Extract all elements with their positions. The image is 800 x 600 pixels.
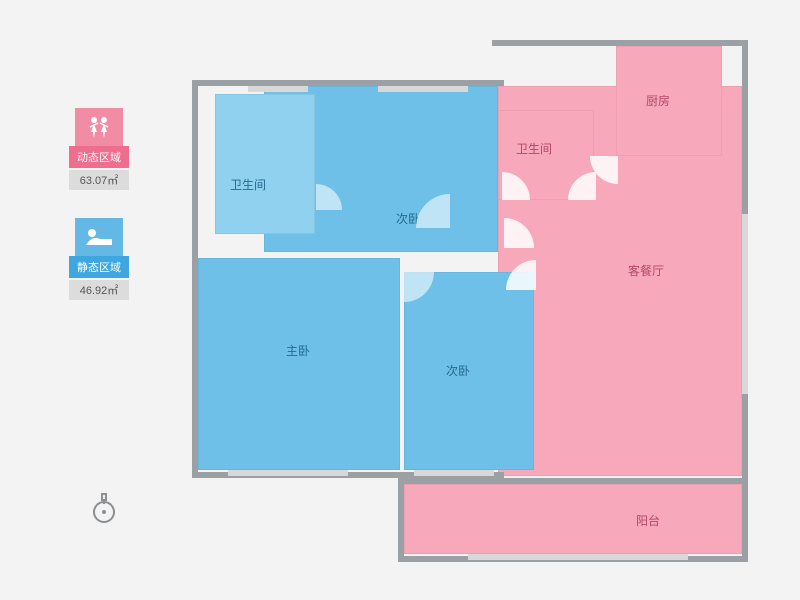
people-icon bbox=[75, 108, 123, 146]
compass-icon bbox=[90, 490, 118, 524]
room-balcony bbox=[404, 484, 742, 554]
window-mark-1 bbox=[414, 470, 494, 476]
room-kitchen bbox=[616, 46, 722, 156]
room-bath2 bbox=[498, 110, 594, 200]
legend-dynamic-value: 63.07㎡ bbox=[69, 170, 129, 190]
rest-icon bbox=[75, 218, 123, 256]
window-mark-3 bbox=[742, 214, 748, 394]
legend-dynamic-block: 动态区域 63.07㎡ bbox=[68, 108, 130, 190]
legend-panel: 动态区域 63.07㎡ 静态区域 46.92㎡ bbox=[68, 108, 130, 328]
window-mark-2 bbox=[468, 554, 688, 560]
floorplan-canvas: 客餐厅阳台厨房卫生间次卧卫生间主卧次卧 bbox=[198, 14, 742, 572]
window-mark-0 bbox=[228, 470, 348, 476]
legend-dynamic-label: 动态区域 bbox=[69, 146, 129, 168]
legend-static-block: 静态区域 46.92㎡ bbox=[68, 218, 130, 300]
room-bath1 bbox=[215, 94, 315, 234]
legend-static-label: 静态区域 bbox=[69, 256, 129, 278]
room-bed2b bbox=[404, 272, 534, 470]
room-master bbox=[198, 258, 400, 470]
legend-static-value: 46.92㎡ bbox=[69, 280, 129, 300]
